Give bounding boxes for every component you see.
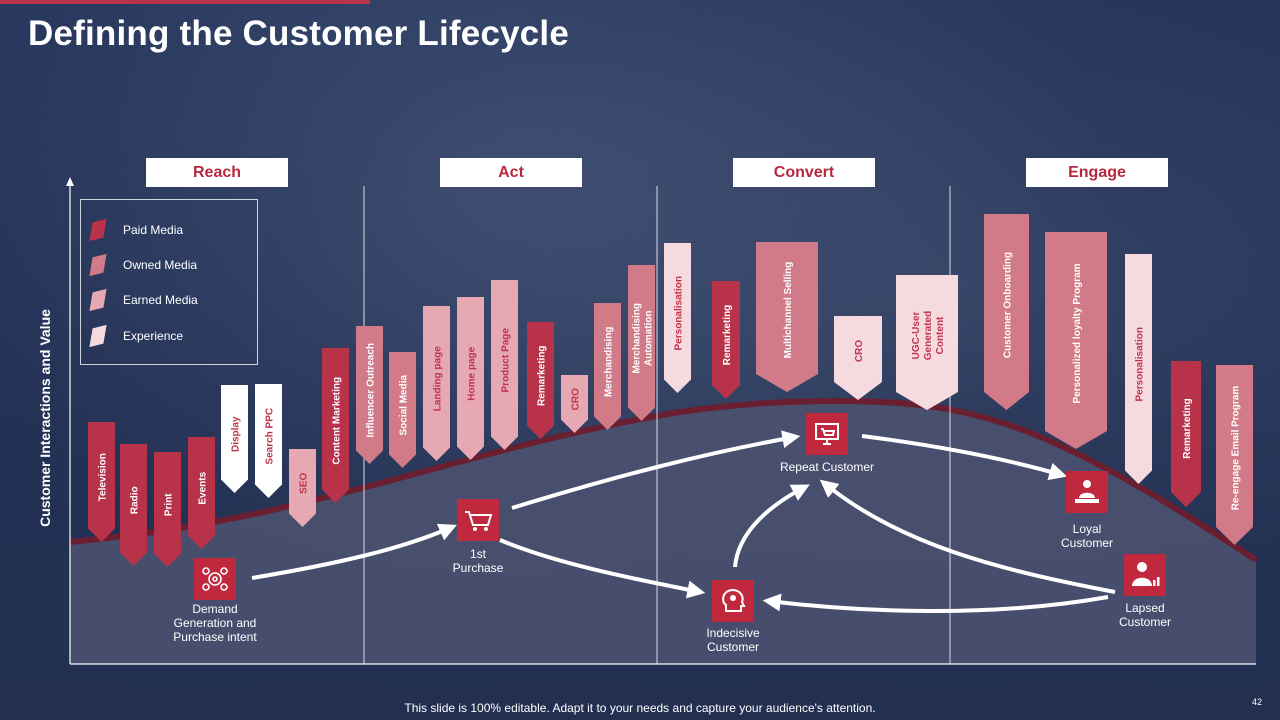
channel-banner xyxy=(188,437,215,549)
person-chart-icon xyxy=(1124,554,1166,596)
accent-bar xyxy=(0,0,370,4)
channel-banner xyxy=(322,348,349,503)
channel-banner xyxy=(154,452,181,567)
channel-label: Landing page xyxy=(433,346,444,411)
channel-banner xyxy=(1125,254,1152,484)
channel-label: Remarketing xyxy=(722,305,733,366)
stage-label-demand-generation: Demand Generation and Purchase intent xyxy=(173,602,257,644)
legend-label: Owned Media xyxy=(123,258,198,272)
channel-label: Television xyxy=(98,453,109,501)
channel-banner xyxy=(984,214,1029,410)
channel-label: Content Marketing xyxy=(332,377,343,465)
flow-arrow xyxy=(251,523,457,580)
channel-banner xyxy=(289,449,316,527)
phase-reach: Reach xyxy=(146,158,288,187)
channel-banners: Television Radio Print Events Display Search … xyxy=(88,214,1253,567)
legend-label: Earned Media xyxy=(123,293,198,307)
legend-label: Experience xyxy=(123,329,184,343)
channel-label: Product Page xyxy=(501,328,512,393)
flow-arrow xyxy=(499,538,706,599)
channel-banner xyxy=(527,322,554,439)
channel-banner xyxy=(594,303,621,430)
channel-label: CRO xyxy=(854,340,865,362)
footer-note: This slide is 100% editable. Adapt it to… xyxy=(404,701,876,715)
channel-banner xyxy=(255,384,282,498)
phase-engage: Engage xyxy=(1026,158,1168,187)
channel-banner xyxy=(120,444,147,566)
stage-label-repeat-customer: Repeat Customer xyxy=(779,460,875,474)
channel-label: Print xyxy=(164,493,175,516)
phase-convert: Convert xyxy=(733,158,875,187)
channel-banner xyxy=(896,275,958,410)
legend-swatch xyxy=(89,324,107,348)
flow-arrow xyxy=(861,434,1068,481)
channel-label: MerchandisingAutomation xyxy=(632,303,655,374)
channel-banner xyxy=(712,281,740,399)
stage-label-loyal-customer: Loyal Customer xyxy=(1060,522,1113,550)
channel-banner xyxy=(356,326,383,464)
channel-banner xyxy=(1216,365,1253,545)
channel-label: Customer Onboarding xyxy=(1003,252,1014,358)
legend: Paid Media Owned Media Earned Media Expe… xyxy=(80,199,258,365)
channel-label: Remarketing xyxy=(1182,398,1193,459)
channel-label: UGC-UserGeneratedContent xyxy=(911,311,946,360)
legend-swatch xyxy=(89,253,107,277)
channel-label: Personalisation xyxy=(674,276,685,350)
channel-label: Display xyxy=(231,416,242,452)
channel-banner xyxy=(756,242,818,392)
legend-label: Paid Media xyxy=(123,223,184,237)
y-axis-arrowhead xyxy=(66,177,74,186)
channel-banner xyxy=(389,352,416,468)
interaction-curve-area xyxy=(70,401,1256,664)
channel-label: Events xyxy=(198,471,209,504)
legend-swatch xyxy=(89,288,107,312)
y-axis-label: Customer Interactions and Value xyxy=(37,309,53,527)
computer-checkout-icon xyxy=(806,413,848,455)
channel-banner xyxy=(1171,361,1201,507)
channel-label: CRO xyxy=(571,388,582,410)
stage-label-lapsed-customer: Lapsed Customer xyxy=(1118,601,1171,629)
channel-banner xyxy=(221,385,248,493)
channel-banner xyxy=(457,297,484,460)
channel-banner xyxy=(664,243,691,393)
channel-banner xyxy=(834,316,882,400)
channel-label: Personalisation xyxy=(1135,327,1146,401)
phase-act: Act xyxy=(440,158,582,187)
channel-label: Home page xyxy=(467,346,478,400)
channel-banner xyxy=(561,375,588,433)
channel-label: Search PPC xyxy=(265,408,276,465)
channel-label: Radio xyxy=(130,486,141,514)
channel-banner xyxy=(423,306,450,461)
channel-banner xyxy=(491,280,518,450)
legend-swatch xyxy=(89,218,107,242)
flow-arrow xyxy=(511,430,801,510)
channel-label: Multichannel Selling xyxy=(783,262,794,359)
thinking-head-icon xyxy=(712,580,754,622)
channel-label: Influencer Outreach xyxy=(366,343,377,437)
flow-arrow xyxy=(733,484,810,568)
stage-label-first-purchase: 1st Purchase xyxy=(452,547,504,575)
page-title: Defining the Customer Lifecycle xyxy=(28,14,570,53)
interaction-curve-edge xyxy=(69,398,1258,563)
channel-banner xyxy=(88,422,115,542)
channel-label: Merchandising xyxy=(604,326,615,397)
stage-label-indecisive-customer: Indecisive Customer xyxy=(706,626,760,654)
shopping-cart-icon xyxy=(457,499,499,541)
channel-banner xyxy=(1045,232,1107,449)
gears-icon xyxy=(194,558,236,600)
channel-label: Remarketing xyxy=(537,345,548,406)
channel-label: Social Media xyxy=(399,375,410,436)
person-desk-icon xyxy=(1066,471,1108,513)
flow-arrow xyxy=(819,479,1116,594)
channel-banner xyxy=(628,265,655,421)
flow-arrow xyxy=(762,593,1109,614)
page-number: 42 xyxy=(1252,697,1263,707)
channel-label: SEO xyxy=(299,472,310,493)
channel-label: Re-engage Email Program xyxy=(1231,386,1242,511)
channel-label: Personalized loyalty Program xyxy=(1072,263,1083,403)
